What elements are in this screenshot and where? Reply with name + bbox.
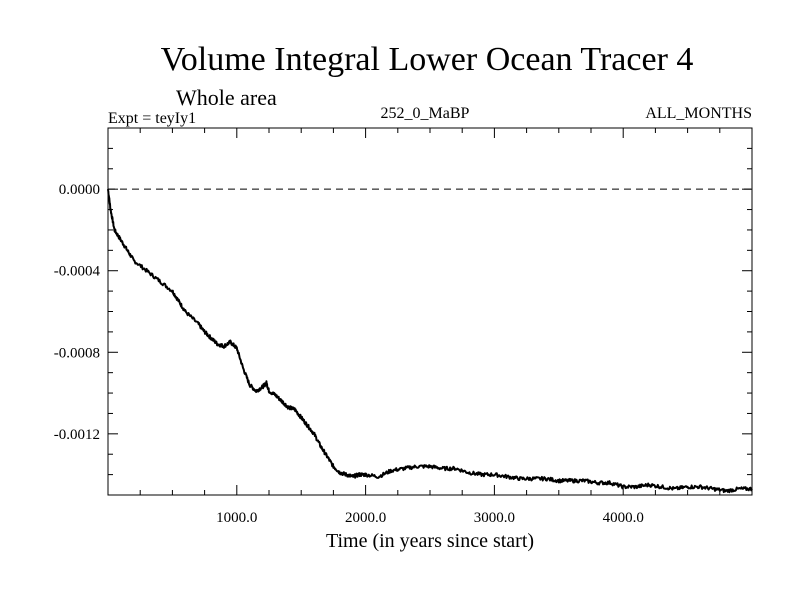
y-tick-label: 0.0000 [59,182,100,198]
x-tick-label: 2000.0 [345,510,386,526]
header-center: 252_0_MaBP [381,105,470,122]
plot-frame [107,127,753,496]
y-tick-label: -0.0008 [54,345,100,361]
header-left: Expt = teyIy1 [108,110,196,127]
y-tick-label: -0.0012 [54,427,100,443]
header-right: ALL_MONTHS [645,105,752,122]
x-tick-label: 4000.0 [603,510,644,526]
x-tick-label: 3000.0 [474,510,515,526]
chart-title: Volume Integral Lower Ocean Tracer 4 [161,41,694,78]
data-series-line [107,189,753,494]
y-tick-label: -0.0004 [54,264,101,280]
chart-subtitle: Whole area [176,85,277,110]
ticks-layer: 1000.0 2000.0 3000.0 4000.0 0.0000 -0.0004 -0.… [54,128,752,526]
x-axis-label: Time (in years since start) [326,530,534,552]
x-tick-label: 1000.0 [216,510,257,526]
